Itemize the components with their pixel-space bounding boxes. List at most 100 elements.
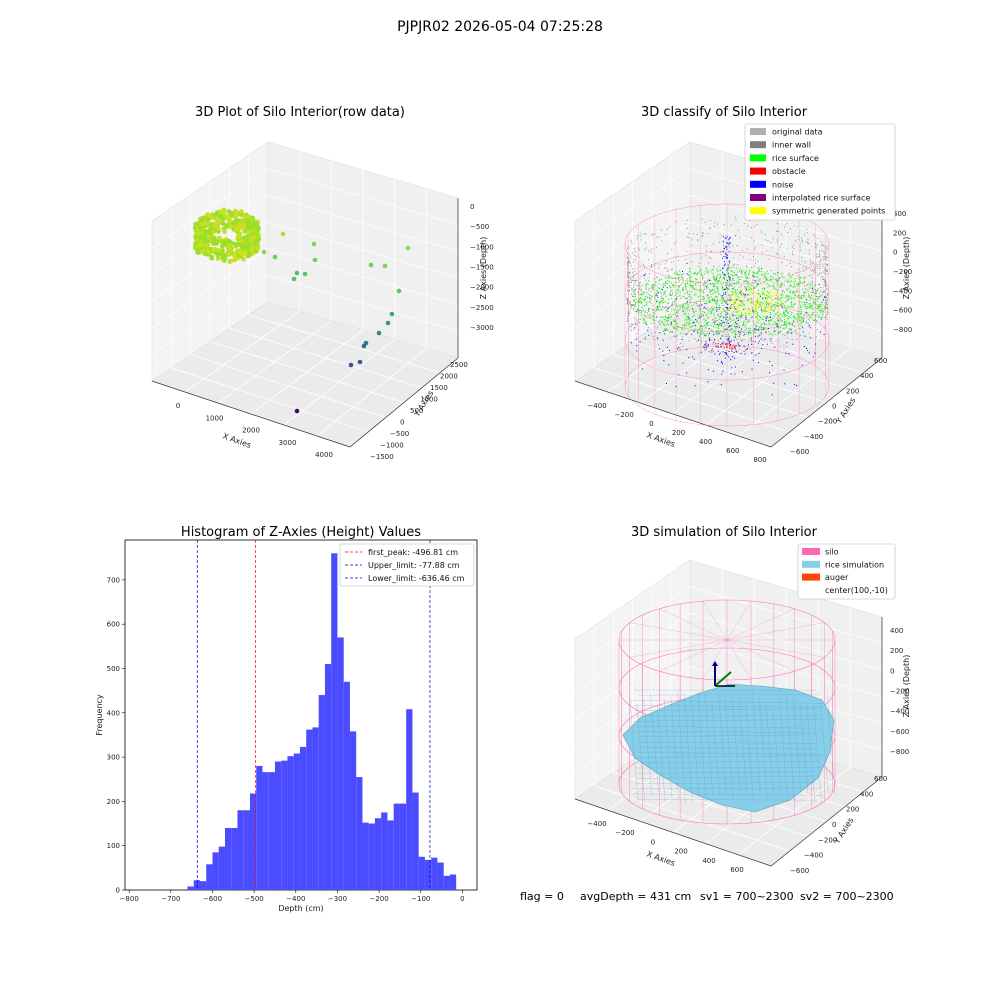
rice-surface-point: [661, 316, 663, 318]
symmetric-point: [770, 300, 772, 302]
interpolated-point: [746, 348, 748, 350]
raw-point: [382, 263, 388, 269]
noise-point: [751, 343, 753, 345]
rice-surface-point: [685, 313, 687, 315]
inner-wall-point: [766, 295, 768, 296]
noise-point: [656, 301, 657, 303]
inner-wall-point: [666, 283, 668, 284]
histogram-bar: [356, 777, 363, 890]
rice-surface-point: [722, 297, 724, 299]
interpolated-point: [741, 340, 743, 342]
noise-point: [740, 352, 742, 354]
noise-point: [748, 332, 750, 334]
rice-surface-point: [751, 266, 753, 268]
inner-wall-point: [721, 234, 722, 236]
histogram-bar: [443, 875, 450, 890]
rice-surface-point: [791, 276, 793, 278]
rice-surface-point: [796, 289, 798, 291]
rice-surface-point: [735, 294, 737, 296]
noise-point: [667, 308, 669, 310]
tick-label: 2000: [440, 373, 458, 381]
rice-surface-point: [781, 301, 783, 303]
inner-wall-point: [819, 272, 820, 274]
surface-mesh: [643, 697, 652, 795]
rice-surface-point: [808, 295, 810, 297]
raw-data-3d-title: 3D Plot of Silo Interior(row data): [195, 105, 405, 120]
inner-wall-point: [824, 290, 825, 292]
symmetric-point: [747, 303, 749, 305]
inner-wall-point: [732, 245, 734, 247]
noise-point: [726, 354, 728, 356]
inner-wall-point: [658, 236, 660, 238]
inner-wall-point: [710, 308, 712, 310]
rice-surface-point: [681, 328, 683, 330]
rice-surface-point: [796, 283, 798, 285]
rice-surface-point: [691, 280, 693, 282]
rice-surface-point: [783, 311, 785, 313]
rice-surface-point: [825, 307, 827, 309]
symmetric-point: [738, 310, 740, 312]
rice-surface-point: [750, 317, 752, 319]
rice-surface-point: [726, 322, 728, 324]
rice-surface-point: [797, 307, 799, 309]
rice-surface-point: [718, 308, 720, 310]
rice-surface-point: [712, 321, 714, 323]
inner-wall-point: [640, 239, 642, 241]
rice-surface-point: [792, 291, 794, 293]
raw-point: [198, 225, 204, 231]
inner-wall-point: [645, 293, 647, 295]
interpolated-point: [754, 341, 756, 342]
rice-surface-point: [701, 331, 703, 333]
rice-surface-point: [670, 291, 672, 293]
rice-surface-point: [706, 284, 708, 286]
tick-label: −200: [615, 829, 634, 837]
inner-wall-point: [791, 328, 793, 330]
symmetric-point: [769, 290, 771, 292]
rice-surface-point: [797, 291, 799, 293]
noise-point: [728, 276, 730, 278]
interpolated-point: [747, 347, 748, 349]
rice-surface-point: [730, 306, 732, 308]
noise-point: [754, 280, 756, 282]
rice-surface-point: [740, 300, 742, 302]
inner-wall-point: [805, 266, 807, 268]
noise-point: [636, 350, 638, 352]
rice-surface-point: [782, 315, 784, 317]
rice-surface-point: [665, 329, 667, 331]
symmetric-point: [744, 306, 746, 308]
rice-surface-point: [749, 328, 751, 330]
inner-wall-point: [705, 254, 707, 256]
noise-point: [730, 373, 732, 375]
rice-surface-point: [716, 287, 718, 289]
tick-label: 0: [470, 203, 474, 211]
noise-point: [686, 348, 688, 350]
rice-surface-point: [666, 282, 668, 284]
inner-wall-point: [794, 239, 796, 241]
inner-wall-point: [804, 301, 806, 303]
symmetric-point: [741, 291, 743, 293]
rice-surface-point: [738, 276, 740, 278]
inner-wall-point: [655, 284, 657, 286]
rice-surface-point: [785, 308, 787, 310]
symmetric-point: [735, 296, 737, 298]
noise-point: [766, 318, 768, 319]
symmetric-point: [769, 291, 771, 293]
noise-point: [740, 271, 742, 273]
rice-surface-point: [663, 306, 665, 308]
inner-wall-point: [772, 285, 774, 286]
rice-surface-point: [798, 315, 800, 317]
noise-point: [745, 318, 747, 320]
rice-surface-point: [650, 290, 652, 292]
noise-point: [741, 301, 743, 303]
noise-point: [691, 308, 693, 310]
histogram-panel: Histogram of Z-Axies (Height) Values −80…: [95, 525, 478, 913]
rice-surface-point: [638, 300, 640, 302]
rice-surface-point: [718, 304, 720, 306]
rice-surface-point: [685, 288, 687, 290]
rice-surface-point: [690, 285, 692, 287]
rice-surface-point: [727, 319, 729, 321]
rice-surface-point: [782, 327, 784, 329]
rice-surface-point: [753, 329, 755, 331]
rice-surface-point: [706, 296, 708, 298]
rice-surface-point: [734, 330, 736, 332]
